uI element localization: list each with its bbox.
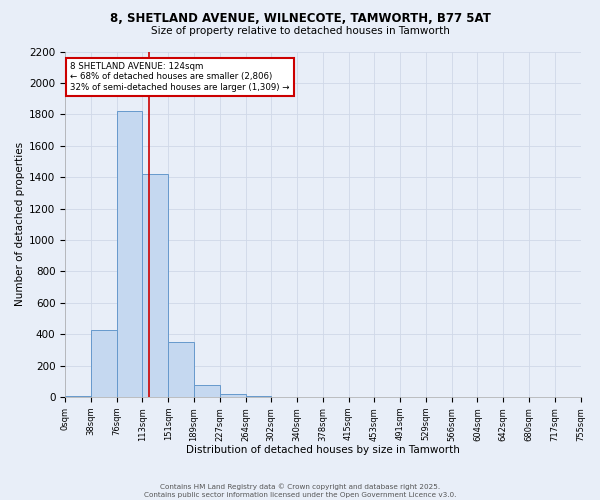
Bar [142, 174, 168, 397]
Text: Contains HM Land Registry data © Crown copyright and database right 2025.
Contai: Contains HM Land Registry data © Crown c… [144, 484, 456, 498]
Bar [194, 386, 220, 397]
X-axis label: Distribution of detached houses by size in Tamworth: Distribution of detached houses by size … [186, 445, 460, 455]
Text: Size of property relative to detached houses in Tamworth: Size of property relative to detached ho… [151, 26, 449, 36]
Bar [220, 394, 245, 397]
Text: 8, SHETLAND AVENUE, WILNECOTE, TAMWORTH, B77 5AT: 8, SHETLAND AVENUE, WILNECOTE, TAMWORTH,… [110, 12, 490, 26]
Bar [116, 111, 142, 397]
Bar [245, 396, 271, 397]
Bar [168, 342, 194, 397]
Bar [91, 330, 116, 397]
Bar [65, 396, 91, 397]
Text: 8 SHETLAND AVENUE: 124sqm
← 68% of detached houses are smaller (2,806)
32% of se: 8 SHETLAND AVENUE: 124sqm ← 68% of detac… [70, 62, 290, 92]
Y-axis label: Number of detached properties: Number of detached properties [15, 142, 25, 306]
